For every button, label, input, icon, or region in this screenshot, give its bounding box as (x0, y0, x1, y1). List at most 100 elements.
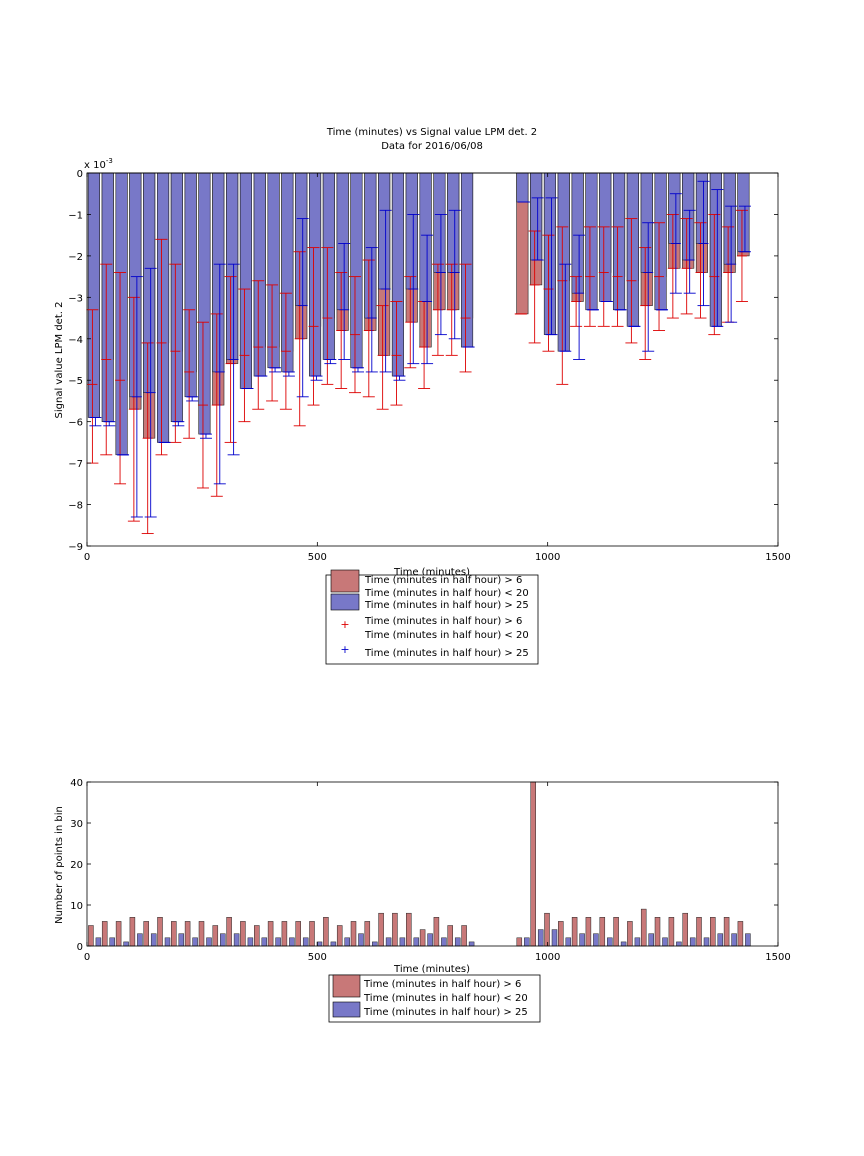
signal-bar-late (295, 172, 308, 306)
signal-bar-late (709, 172, 722, 327)
count-bar-late (109, 937, 115, 947)
count-bar-early (115, 921, 122, 947)
signal-bar-late (695, 172, 709, 244)
count-bar-early (433, 917, 440, 947)
legend-label: Time (minutes in half hour) < 20 (364, 630, 529, 641)
signal-bar-late (654, 172, 667, 311)
count-bar-early (640, 908, 647, 947)
signal-bar-late (419, 172, 432, 302)
count-bar-early (696, 917, 702, 947)
y-tick-label: 0 (77, 169, 83, 180)
legend-label: Time (minutes in half hour) < 20 (363, 993, 528, 1004)
y-tick-label: −4 (68, 335, 83, 346)
signal-bar-late (682, 172, 695, 261)
count-bar-early (447, 925, 453, 947)
y-tick-label: −9 (68, 542, 83, 553)
count-bar-late (717, 933, 724, 947)
count-legend-box (328, 974, 541, 1023)
count-bar-early (406, 912, 412, 947)
legend-label: Time (minutes in half hour) > 25 (364, 600, 529, 611)
count-axes: 0 500 1000 1500 0 10 20 30 40 (70, 778, 790, 963)
count-bar-early (737, 921, 744, 947)
legend-label: Time (minutes in half hour) > 6 (364, 616, 522, 627)
signal-bar-late (157, 172, 170, 443)
count-bar-late (150, 933, 157, 947)
count-chart: 0 500 1000 1500 0 10 20 30 40 Time (minutes) Num… (54, 778, 791, 1023)
signal-bar-late (571, 172, 584, 294)
count-bar-late (358, 933, 364, 947)
count-bar-early (571, 917, 578, 947)
count-bar-late (206, 937, 212, 947)
count-bar-late (579, 933, 585, 947)
signal-bar-late (281, 172, 294, 373)
signal-bar-late (212, 172, 225, 373)
count-bar-late (648, 933, 654, 947)
count-bar-late (192, 937, 198, 947)
legend-label: Time (minutes in half hour) < 20 (364, 588, 529, 599)
count-bar-early (516, 937, 523, 947)
signal-bar-late (115, 172, 128, 456)
x-tick-label: 0 (84, 952, 90, 963)
x-tick-label: 500 (308, 552, 327, 563)
y-tick-label: −2 (68, 252, 83, 263)
count-bar-early (226, 917, 232, 947)
count-bar-early (654, 917, 661, 947)
signal-bar-late (723, 172, 736, 265)
y-exponent-label: x 10-3 (84, 157, 113, 171)
signal-bar-late (405, 172, 418, 290)
legend-marker: + (340, 643, 349, 656)
signal-legend-entries: Time (minutes in half hour) > 6 Time (min… (330, 569, 529, 659)
count-bar-early (184, 921, 191, 947)
signal-bar-late (184, 172, 197, 398)
signal-bar-late (447, 172, 460, 273)
y-tick-label: 0 (77, 942, 83, 953)
count-bar-early (309, 921, 315, 947)
signal-bar-late (129, 172, 142, 398)
count-bar-early (682, 912, 688, 947)
count-bar-early (613, 917, 619, 947)
signal-bars (87, 172, 750, 456)
count-bar-early (419, 929, 426, 947)
count-bar-late (427, 933, 433, 947)
y-tick-label: 10 (70, 901, 83, 912)
count-bar-early (364, 921, 371, 947)
signal-bar-late (267, 172, 280, 369)
count-bar-early (198, 921, 205, 947)
legend-swatch (332, 1001, 361, 1018)
signal-axes: 0 500 1000 1500 0 −1 −2 −3 −4 −5 −6 −7 −8 −9 (68, 169, 790, 563)
signal-legend: Time (minutes in half hour) > 6 Time (min… (325, 569, 539, 665)
signal-bar-late (599, 172, 612, 302)
signal-bar-late (612, 172, 626, 311)
count-bar-early (599, 917, 606, 947)
count-bar-late (385, 937, 392, 947)
legend-label: Time (minutes in half hour) > 25 (363, 1007, 528, 1018)
count-bar-late (137, 933, 143, 947)
count-bar-early (281, 921, 288, 947)
x-tick-label: 0 (84, 552, 90, 563)
legend-swatch (332, 974, 361, 998)
count-bar-late (95, 937, 102, 947)
count-bar-early (378, 912, 384, 947)
signal-legend-box (325, 574, 539, 665)
count-bar-early (267, 921, 274, 947)
count-bar-late (454, 937, 461, 947)
count-bar-late (289, 937, 295, 947)
count-bar-late (537, 929, 544, 947)
signal-bar-late (460, 172, 474, 348)
signal-bar-late (336, 172, 349, 311)
signal-bar-late (391, 172, 405, 377)
legend-label: Time (minutes in half hour) > 6 (363, 979, 521, 990)
count-bar-early (392, 912, 398, 947)
count-bar-early (323, 917, 329, 947)
count-bar-early (143, 921, 149, 947)
count-y-axis-label: Number of points in bin (54, 806, 65, 924)
y-tick-label: −3 (68, 293, 83, 304)
signal-bar-late (239, 172, 252, 389)
count-bar-late (607, 937, 613, 947)
count-bar-late (261, 937, 268, 947)
count-bar-early (627, 921, 633, 947)
signal-chart: Time (minutes) vs Signal value LPM det. … (54, 127, 791, 665)
legend-swatch (330, 569, 360, 593)
signal-error-bars (86, 180, 751, 535)
count-bar-late (441, 937, 447, 947)
